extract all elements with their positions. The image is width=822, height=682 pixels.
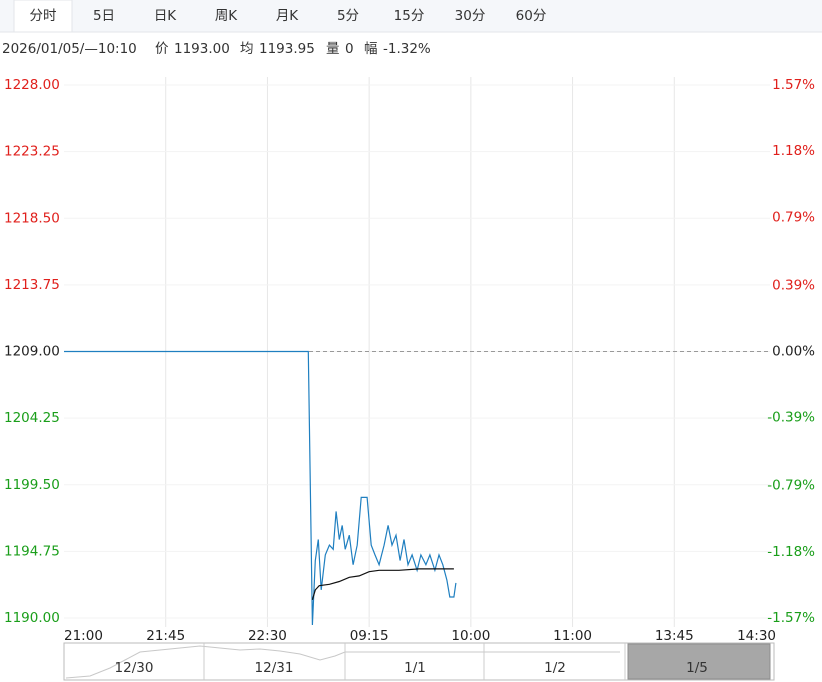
tab[interactable]: 60分 xyxy=(516,8,547,24)
y-tick-label: 1218.50 xyxy=(4,210,60,226)
tab[interactable]: 分时 xyxy=(30,8,57,24)
navigator-window[interactable] xyxy=(627,643,771,680)
navigator-label: 1/1 xyxy=(404,660,426,676)
tab[interactable]: 5日 xyxy=(93,8,115,24)
tab[interactable]: 30分 xyxy=(455,8,486,24)
info-price: 1193.00 xyxy=(174,41,230,57)
navigator-dividers xyxy=(203,643,626,680)
y-tick-label: 1213.75 xyxy=(4,277,60,293)
y2-tick-label: -1.18% xyxy=(767,544,815,560)
x-tick-label: 21:00 xyxy=(64,628,103,644)
y2-tick-label: 0.79% xyxy=(772,209,815,225)
active-tab xyxy=(13,0,73,33)
navigator-label: 1/2 xyxy=(544,660,566,676)
tab[interactable]: 5分 xyxy=(337,8,359,24)
y-tick-label: 1190.00 xyxy=(4,610,60,626)
x-tick-label: 09:15 xyxy=(350,628,389,644)
info-change: -1.32% xyxy=(383,41,431,57)
y-tick-label: 1228.00 xyxy=(4,77,60,93)
navigator-label: 1/5 xyxy=(686,660,708,676)
average-line xyxy=(311,568,454,600)
info-volume-label: 量 xyxy=(326,41,340,57)
x-tick-label: 22:30 xyxy=(248,628,287,644)
y2-tick-label: 1.57% xyxy=(772,77,815,93)
info-avg-label: 均 xyxy=(240,41,254,57)
y2-tick-label: -0.39% xyxy=(767,410,815,426)
y2-tick-label: -1.57% xyxy=(767,610,815,626)
tab[interactable]: 日K xyxy=(154,8,177,24)
y2-tick-label: -0.79% xyxy=(767,478,815,494)
x-tick-label: 21:45 xyxy=(146,628,185,644)
y2-tick-label: 1.18% xyxy=(772,143,815,159)
info-time: 2026/01/05/—10:10 xyxy=(2,41,137,57)
y-tick-label: 1209.00 xyxy=(4,344,60,360)
price-line xyxy=(64,350,457,626)
info-change-label: 幅 xyxy=(364,41,378,57)
x-tick-label: 14:30 xyxy=(737,628,776,644)
navigator-label: 12/30 xyxy=(115,660,154,676)
info-volume: 0 xyxy=(345,41,354,57)
tab[interactable]: 周K xyxy=(215,8,238,24)
y2-tick-label: 0.39% xyxy=(772,277,815,293)
info-avg: 1193.95 xyxy=(259,41,315,57)
y-tick-label: 1199.50 xyxy=(4,477,60,493)
navigator-label: 12/31 xyxy=(255,660,294,676)
y-tick-label: 1194.75 xyxy=(4,543,60,559)
y-tick-label: 1204.25 xyxy=(4,410,60,426)
tab-bar xyxy=(0,0,822,32)
tab[interactable]: 月K xyxy=(276,8,299,24)
x-tick-label: 11:00 xyxy=(553,628,592,644)
x-tick-label: 10:00 xyxy=(451,628,490,644)
x-tick-label: 13:45 xyxy=(655,628,694,644)
y-tick-label: 1223.25 xyxy=(4,144,60,160)
tab[interactable]: 15分 xyxy=(394,8,425,24)
info-price-label: 价 xyxy=(155,41,169,57)
y2-tick-label: 0.00% xyxy=(772,344,815,360)
